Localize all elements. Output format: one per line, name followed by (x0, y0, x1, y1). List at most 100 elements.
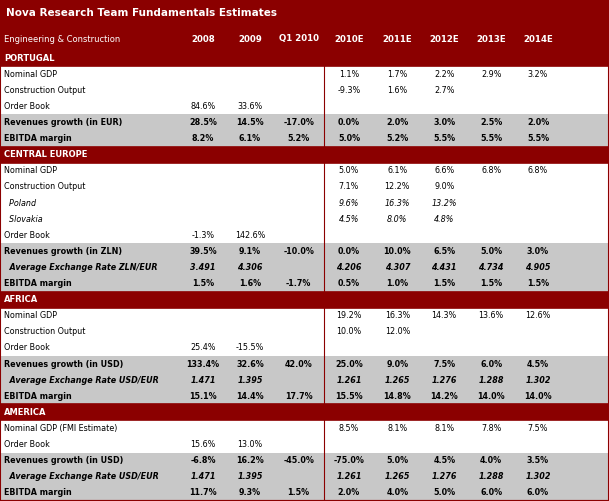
Text: 1.471: 1.471 (191, 472, 216, 481)
Text: 7.8%: 7.8% (481, 424, 501, 433)
Text: Construction Output: Construction Output (4, 86, 85, 95)
Text: EBITDA margin: EBITDA margin (4, 279, 72, 288)
Bar (0, 308, 609, 324)
Text: 5.0%: 5.0% (339, 166, 359, 175)
Text: 19.2%: 19.2% (336, 311, 362, 320)
Text: 3.0%: 3.0% (433, 118, 456, 127)
Text: 9.3%: 9.3% (239, 488, 261, 497)
Text: 4.8%: 4.8% (434, 214, 454, 223)
Bar (0, 163, 609, 179)
Text: 1.5%: 1.5% (287, 488, 310, 497)
Text: -6.8%: -6.8% (191, 456, 216, 465)
Text: Nova Research Team Fundamentals Estimates: Nova Research Team Fundamentals Estimate… (6, 9, 277, 19)
Text: 1.265: 1.265 (385, 472, 410, 481)
Bar (0, 243, 609, 260)
Text: 4.5%: 4.5% (339, 214, 359, 223)
Text: 2008: 2008 (191, 35, 215, 44)
Text: 14.8%: 14.8% (384, 392, 411, 401)
Text: Construction Output: Construction Output (4, 182, 85, 191)
Text: 15.5%: 15.5% (335, 392, 363, 401)
Text: 1.302: 1.302 (526, 472, 551, 481)
Text: 2010E: 2010E (334, 35, 364, 44)
Text: 5.0%: 5.0% (480, 247, 502, 256)
Text: 16.3%: 16.3% (385, 198, 410, 207)
Text: Construction Output: Construction Output (4, 327, 85, 336)
Text: 5.5%: 5.5% (433, 134, 456, 143)
Text: 8.1%: 8.1% (387, 424, 407, 433)
Text: AFRICA: AFRICA (4, 295, 38, 304)
Text: 3.5%: 3.5% (527, 456, 549, 465)
Text: -1.7%: -1.7% (286, 279, 311, 288)
Text: 42.0%: 42.0% (285, 360, 312, 369)
Text: 2011E: 2011E (382, 35, 412, 44)
Text: 9.1%: 9.1% (239, 247, 261, 256)
Text: -9.3%: -9.3% (337, 86, 361, 95)
Bar (0, 82, 609, 98)
Text: 8.2%: 8.2% (192, 134, 214, 143)
Text: 1.395: 1.395 (238, 472, 262, 481)
Bar (0, 356, 609, 372)
Text: 6.0%: 6.0% (527, 488, 549, 497)
Text: 4.5%: 4.5% (527, 360, 549, 369)
Text: Order Book: Order Book (4, 440, 50, 449)
Text: 6.1%: 6.1% (239, 134, 261, 143)
Bar (0, 292, 609, 308)
Text: 11.7%: 11.7% (189, 488, 217, 497)
Text: 2013E: 2013E (476, 35, 506, 44)
Text: 13.2%: 13.2% (432, 198, 457, 207)
Text: 0.0%: 0.0% (338, 247, 360, 256)
Text: -75.0%: -75.0% (334, 456, 364, 465)
Text: 1.261: 1.261 (336, 376, 362, 385)
Text: 4.206: 4.206 (336, 263, 362, 272)
Text: PORTUGAL: PORTUGAL (4, 54, 54, 63)
Text: Poland: Poland (4, 198, 36, 207)
Text: 1.7%: 1.7% (387, 70, 407, 79)
Text: 1.5%: 1.5% (192, 279, 214, 288)
Text: 10.0%: 10.0% (336, 327, 362, 336)
Text: 4.734: 4.734 (479, 263, 504, 272)
Bar (0, 372, 609, 388)
Text: 16.2%: 16.2% (236, 456, 264, 465)
Text: 2014E: 2014E (523, 35, 553, 44)
Text: 4.905: 4.905 (526, 263, 551, 272)
Bar (0, 211, 609, 227)
Text: 15.6%: 15.6% (191, 440, 216, 449)
Bar (0, 404, 609, 420)
Text: Engineering & Construction: Engineering & Construction (4, 35, 120, 44)
Text: 12.6%: 12.6% (526, 311, 551, 320)
Text: 2.2%: 2.2% (434, 70, 454, 79)
Text: 1.0%: 1.0% (386, 279, 409, 288)
Bar (0, 485, 609, 501)
Bar (0, 50, 609, 66)
Text: 1.471: 1.471 (191, 376, 216, 385)
Bar (0, 453, 609, 469)
Text: 4.0%: 4.0% (480, 456, 502, 465)
Text: 3.0%: 3.0% (527, 247, 549, 256)
Text: AMERICA: AMERICA (4, 408, 46, 417)
Text: EBITDA margin: EBITDA margin (4, 488, 72, 497)
Text: 13.0%: 13.0% (238, 440, 262, 449)
Text: 6.8%: 6.8% (528, 166, 548, 175)
Text: 14.0%: 14.0% (524, 392, 552, 401)
Text: 1.276: 1.276 (432, 376, 457, 385)
Text: 14.5%: 14.5% (236, 118, 264, 127)
Text: 5.2%: 5.2% (386, 134, 409, 143)
Text: 142.6%: 142.6% (235, 231, 265, 240)
Text: Revenues growth (in USD): Revenues growth (in USD) (4, 456, 124, 465)
Text: 2012E: 2012E (429, 35, 459, 44)
Text: 1.5%: 1.5% (433, 279, 456, 288)
Text: 2.0%: 2.0% (527, 118, 549, 127)
Bar (0, 324, 609, 340)
Text: 2.7%: 2.7% (434, 86, 454, 95)
Text: Nominal GDP: Nominal GDP (4, 311, 57, 320)
Text: 7.5%: 7.5% (433, 360, 456, 369)
Text: 6.1%: 6.1% (387, 166, 407, 175)
Text: 6.6%: 6.6% (434, 166, 454, 175)
Text: 6.0%: 6.0% (480, 488, 502, 497)
Text: 1.276: 1.276 (432, 472, 457, 481)
Text: 2009: 2009 (238, 35, 262, 44)
Text: 14.4%: 14.4% (236, 392, 264, 401)
Bar (0, 388, 609, 404)
Text: 14.2%: 14.2% (431, 392, 458, 401)
Text: Revenues growth (in ZLN): Revenues growth (in ZLN) (4, 247, 122, 256)
